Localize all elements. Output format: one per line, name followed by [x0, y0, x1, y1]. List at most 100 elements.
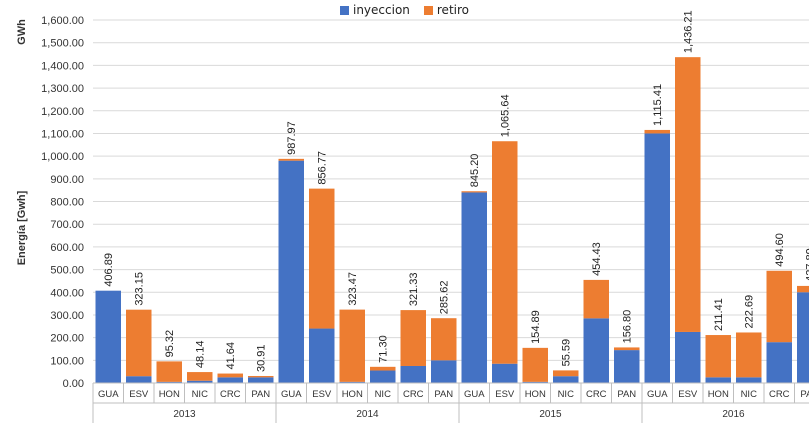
- category-label: PAN: [434, 389, 453, 400]
- bar-inyeccion[interactable]: [522, 381, 549, 383]
- bar-retiro[interactable]: [400, 310, 427, 366]
- bar-retiro[interactable]: [614, 347, 640, 351]
- bar-inyeccion[interactable]: [309, 328, 335, 383]
- bar-retiro[interactable]: [797, 285, 809, 293]
- bar-inyeccion[interactable]: [492, 363, 518, 383]
- legend-item-inyeccion[interactable]: inyeccion: [339, 3, 410, 17]
- category-label: GUA: [464, 389, 485, 400]
- category-label: NIC: [741, 389, 758, 400]
- y-tick-label: 1,100.00: [41, 128, 84, 140]
- data-label: 211.41: [713, 298, 725, 331]
- bar-inyeccion[interactable]: [217, 377, 244, 383]
- bar-inyeccion[interactable]: [339, 381, 366, 383]
- y-tick-label: 100.00: [50, 355, 84, 367]
- category-label: GUA: [98, 389, 119, 400]
- bar-inyeccion[interactable]: [278, 160, 305, 383]
- bar-retiro[interactable]: [370, 366, 396, 371]
- legend-swatch-retiro: [423, 5, 433, 15]
- bar-retiro[interactable]: [705, 335, 732, 378]
- bar-inyeccion[interactable]: [797, 292, 809, 383]
- bar-inyeccion[interactable]: [461, 192, 488, 383]
- data-label: 41.64: [225, 342, 237, 370]
- data-label: 95.32: [164, 330, 176, 358]
- bar-retiro[interactable]: [156, 361, 183, 382]
- category-label: HON: [342, 389, 363, 400]
- bar-inyeccion[interactable]: [187, 380, 213, 383]
- category-label: NIC: [192, 389, 209, 400]
- y-tick-label: 200.00: [50, 333, 84, 345]
- data-label: 55.59: [561, 339, 573, 367]
- bar-inyeccion[interactable]: [583, 318, 610, 383]
- category-label: CRC: [220, 389, 241, 400]
- bar-retiro[interactable]: [553, 370, 579, 377]
- data-label: 321.33: [408, 272, 420, 306]
- bar-retiro[interactable]: [583, 279, 610, 319]
- legend-swatch-inyeccion: [339, 5, 349, 15]
- bar-inyeccion[interactable]: [553, 376, 579, 383]
- bar-retiro[interactable]: [461, 191, 488, 193]
- bar-retiro[interactable]: [309, 188, 335, 329]
- bar-retiro[interactable]: [522, 347, 549, 382]
- category-label: PAN: [800, 389, 809, 400]
- bar-retiro[interactable]: [217, 373, 244, 378]
- bar-inyeccion[interactable]: [156, 381, 183, 383]
- category-label: PAN: [617, 389, 636, 400]
- y-tick-label: 1,400.00: [41, 60, 84, 72]
- bar-retiro[interactable]: [766, 270, 793, 343]
- category-label: CRC: [769, 389, 790, 400]
- data-label: 323.47: [347, 272, 359, 306]
- bar-inyeccion[interactable]: [126, 376, 152, 383]
- bar-retiro[interactable]: [431, 318, 457, 361]
- bar-inyeccion[interactable]: [370, 370, 396, 383]
- category-label: GUA: [647, 389, 668, 400]
- bar-retiro[interactable]: [187, 372, 213, 381]
- bar-inyeccion[interactable]: [431, 360, 457, 383]
- legend: inyeccion retiro: [0, 3, 809, 17]
- bar-inyeccion[interactable]: [614, 350, 640, 383]
- data-label: 406.89: [103, 253, 115, 287]
- bar-retiro[interactable]: [644, 129, 671, 134]
- y-tick-label: 300.00: [50, 310, 84, 322]
- legend-item-retiro[interactable]: retiro: [423, 3, 469, 17]
- data-label: 30.91: [256, 344, 268, 372]
- year-label: 2015: [539, 409, 562, 420]
- bar-inyeccion[interactable]: [400, 365, 427, 383]
- bar-retiro[interactable]: [736, 332, 762, 378]
- bar-retiro[interactable]: [492, 141, 518, 364]
- y-tick-label: 0.00: [63, 378, 84, 390]
- category-label: NIC: [375, 389, 392, 400]
- data-label: 154.89: [530, 310, 542, 344]
- category-label: ESV: [129, 389, 149, 400]
- bar-inyeccion[interactable]: [644, 133, 671, 383]
- y-tick-label: 700.00: [50, 219, 84, 231]
- bar-inyeccion[interactable]: [766, 342, 793, 383]
- y-tick-label: 600.00: [50, 242, 84, 254]
- category-label: CRC: [403, 389, 424, 400]
- bar-retiro[interactable]: [126, 309, 152, 377]
- data-label: 71.30: [378, 335, 390, 363]
- bar-inyeccion[interactable]: [736, 377, 762, 383]
- legend-label-retiro: retiro: [436, 3, 469, 17]
- bar-inyeccion[interactable]: [95, 290, 122, 383]
- data-label: 987.97: [286, 121, 298, 155]
- category-label: HON: [159, 389, 180, 400]
- legend-label-inyeccion: inyeccion: [352, 3, 410, 17]
- data-label: 1,115.41: [652, 84, 664, 126]
- bar-retiro[interactable]: [675, 57, 701, 332]
- category-label: ESV: [495, 389, 515, 400]
- bar-retiro[interactable]: [278, 158, 305, 161]
- bar-retiro[interactable]: [339, 309, 366, 382]
- y-tick-label: 1,200.00: [41, 106, 84, 118]
- data-label: 156.80: [622, 310, 634, 344]
- bar-inyeccion[interactable]: [675, 331, 701, 383]
- data-label: 454.43: [591, 242, 603, 276]
- data-label: 48.14: [195, 341, 207, 369]
- year-label: 2013: [173, 409, 196, 420]
- category-label: PAN: [251, 389, 270, 400]
- data-label: 1,065.64: [500, 94, 512, 137]
- data-label: 222.69: [744, 295, 756, 329]
- bar-retiro[interactable]: [248, 375, 274, 378]
- bar-inyeccion[interactable]: [248, 377, 274, 383]
- bar-inyeccion[interactable]: [705, 377, 732, 383]
- y-tick-label: 1,300.00: [41, 83, 84, 95]
